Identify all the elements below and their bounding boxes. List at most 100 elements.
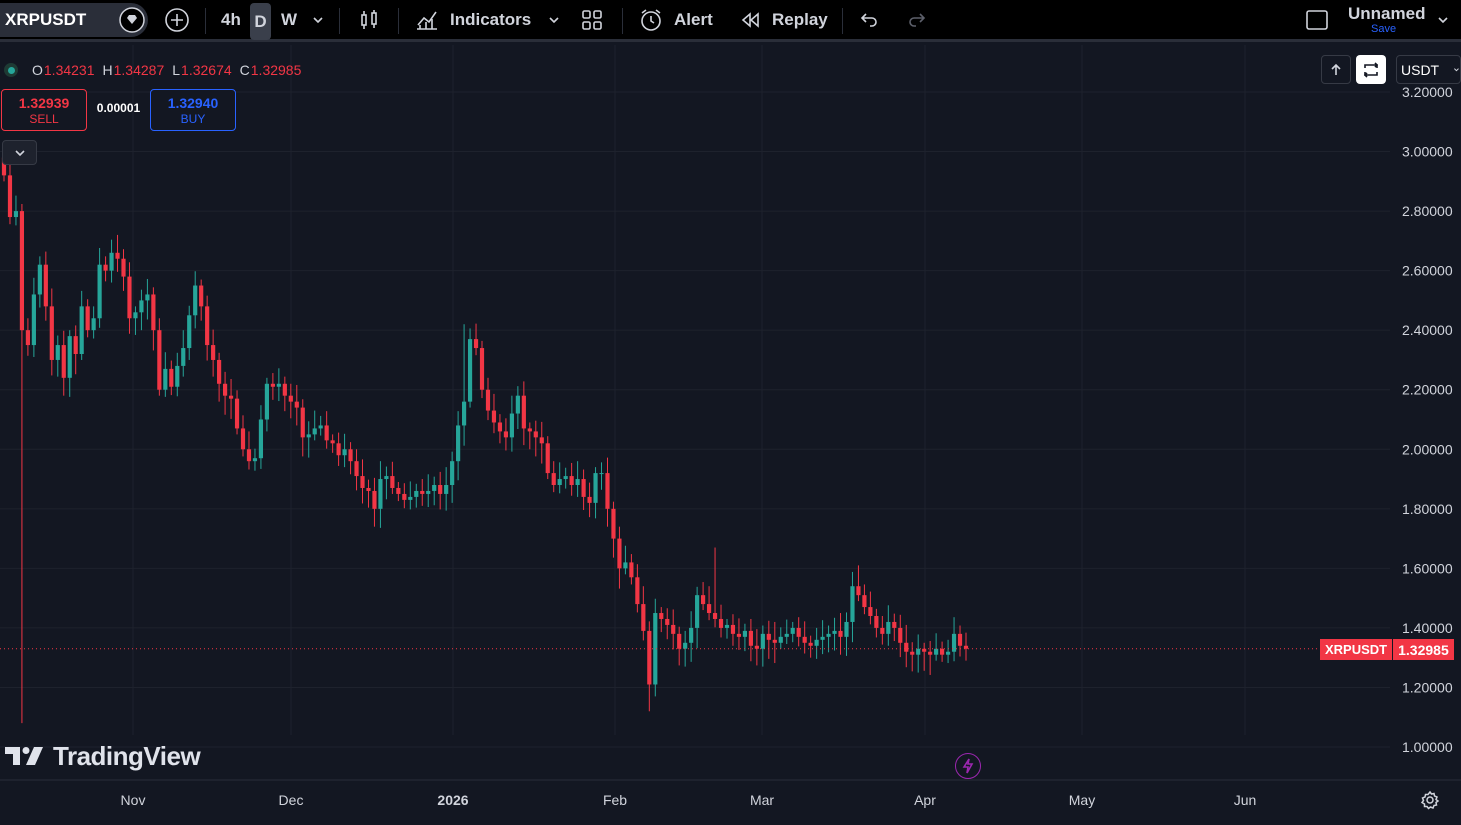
scroll-up-button[interactable] xyxy=(1321,55,1351,84)
candle xyxy=(187,305,192,360)
candle xyxy=(641,586,646,641)
candle xyxy=(868,591,873,625)
candle xyxy=(306,421,311,458)
candle xyxy=(145,278,150,320)
buy-price: 1.32940 xyxy=(167,95,219,111)
interval-w[interactable]: W xyxy=(281,10,298,29)
tradingview-logo[interactable]: TradingView xyxy=(5,740,201,772)
bolt-icon[interactable] xyxy=(955,753,981,779)
buy-label: BUY xyxy=(180,112,206,126)
interval-4h[interactable]: 4h xyxy=(221,10,241,29)
candle xyxy=(372,477,377,527)
candle xyxy=(575,461,580,497)
last-price-symbol: XRPUSDT xyxy=(1320,639,1393,660)
candle xyxy=(228,379,234,419)
candle xyxy=(772,621,777,664)
candle xyxy=(479,340,485,399)
candle xyxy=(73,325,78,375)
layout-square-icon[interactable] xyxy=(1304,0,1330,40)
candle xyxy=(605,457,610,527)
time-axis: Nov Dec 2026 Feb Mar Apr May Jun xyxy=(0,779,1461,808)
candle xyxy=(473,323,479,356)
replay-icon[interactable] xyxy=(738,0,762,40)
low-label: L xyxy=(172,62,181,78)
market-status-icon[interactable] xyxy=(4,63,18,77)
price-chart[interactable]: 3.20000 3.00000 2.80000 2.60000 2.40000 2.200… xyxy=(0,45,1461,825)
candle xyxy=(246,431,252,470)
candle xyxy=(312,410,317,441)
time-tick-label: Mar xyxy=(750,792,774,808)
candle xyxy=(31,277,36,357)
candle xyxy=(85,299,90,338)
candles xyxy=(1,151,969,724)
layout-name[interactable]: Unnamed xyxy=(1348,4,1426,23)
collapse-legend-button[interactable] xyxy=(2,140,37,165)
close-value: 1.32985 xyxy=(250,62,302,78)
time-tick-label: 2026 xyxy=(437,792,468,808)
last-price-value: 1.32985 xyxy=(1393,639,1454,660)
price-tick-label: 3.20000 xyxy=(1402,84,1453,100)
candle xyxy=(276,368,281,402)
buy-button[interactable]: 1.32940 BUY xyxy=(150,89,236,131)
candle xyxy=(706,586,712,621)
symbol-name[interactable]: XRPUSDT xyxy=(5,10,87,29)
candle xyxy=(748,618,753,662)
candle xyxy=(264,377,269,432)
chart-grid xyxy=(0,45,1390,748)
candle xyxy=(300,399,305,457)
candle xyxy=(217,352,222,402)
candle xyxy=(91,306,96,339)
price-tick-label: 2.00000 xyxy=(1402,441,1453,457)
candle xyxy=(515,386,520,430)
time-tick-label: May xyxy=(1069,792,1095,808)
layout-dropdown-chevron-icon[interactable] xyxy=(1436,0,1450,40)
candle xyxy=(456,411,461,481)
candle xyxy=(951,617,957,662)
undo-icon[interactable] xyxy=(858,0,880,40)
candle xyxy=(402,483,407,509)
price-tick-label: 1.60000 xyxy=(1402,560,1453,576)
candle xyxy=(109,239,114,283)
indicators-icon[interactable] xyxy=(414,0,440,40)
layouts-grid-icon[interactable] xyxy=(580,0,604,40)
price-tick-label: 2.20000 xyxy=(1402,382,1453,398)
currency-value: USDT xyxy=(1401,61,1440,78)
redo-icon[interactable] xyxy=(906,0,928,40)
time-tick-label: Jun xyxy=(1234,792,1257,808)
alert-button[interactable]: Alert xyxy=(674,10,713,29)
sell-button[interactable]: 1.32939 SELL xyxy=(1,89,87,131)
divider xyxy=(842,8,843,34)
candle xyxy=(79,290,84,360)
alert-clock-icon[interactable] xyxy=(638,0,664,40)
candle-type-icon[interactable] xyxy=(357,0,381,40)
candle xyxy=(593,467,598,519)
candle xyxy=(211,329,216,377)
indicators-dropdown-chevron-icon[interactable] xyxy=(547,0,561,40)
candle xyxy=(862,584,867,615)
replay-button[interactable]: Replay xyxy=(772,10,828,29)
candle xyxy=(467,328,473,408)
candle xyxy=(629,554,634,585)
candle xyxy=(432,476,437,506)
candle xyxy=(288,383,293,419)
candle xyxy=(617,526,622,589)
candle xyxy=(563,467,568,489)
symbol-premium-icon[interactable] xyxy=(118,0,146,40)
candle xyxy=(282,376,287,412)
currency-select[interactable]: USDT xyxy=(1396,55,1461,84)
interval-dropdown-chevron-icon[interactable] xyxy=(311,0,325,40)
candle xyxy=(43,251,48,321)
gear-icon[interactable] xyxy=(1420,790,1440,810)
compare-add-icon[interactable] xyxy=(164,0,190,40)
indicators-button[interactable]: Indicators xyxy=(450,10,532,29)
interval-d[interactable]: D xyxy=(250,3,271,40)
candle xyxy=(557,462,562,494)
candle xyxy=(324,411,329,449)
layout-save-link[interactable]: Save xyxy=(1371,23,1397,35)
candle xyxy=(695,586,700,649)
auto-scale-button[interactable] xyxy=(1356,55,1386,84)
candle xyxy=(485,377,491,421)
candle xyxy=(742,623,748,652)
candle xyxy=(928,641,933,675)
candle xyxy=(396,482,401,502)
